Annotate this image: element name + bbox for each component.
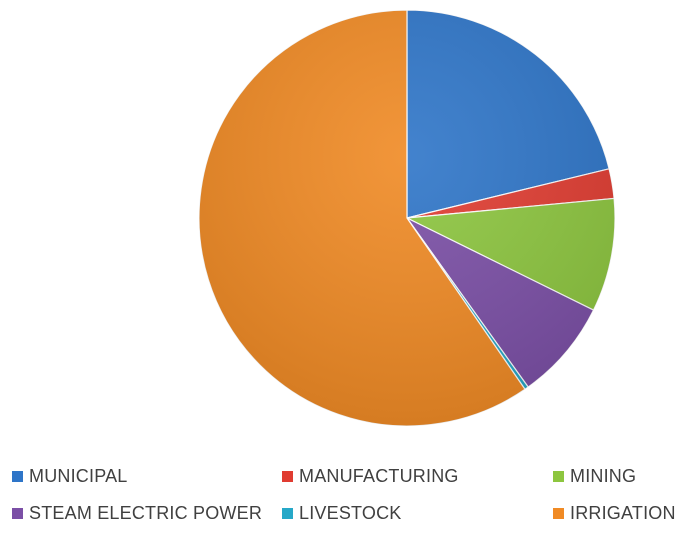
legend-label-mining: MINING xyxy=(570,465,637,486)
legend-swatch-manufacturing xyxy=(282,470,293,482)
pie-chart xyxy=(198,9,616,427)
legend-label-municipal: MUNICIPAL xyxy=(29,465,128,486)
legend-label-livestock: LIVESTOCK xyxy=(299,502,402,523)
legend-item-steam-electric-power: STEAM ELECTRIC POWER xyxy=(12,499,262,527)
legend-swatch-steam-electric-power xyxy=(12,507,23,519)
legend-item-livestock: LIVESTOCK xyxy=(282,499,402,527)
legend-label-steam-electric-power: STEAM ELECTRIC POWER xyxy=(29,502,263,523)
legend-item-manufacturing: MANUFACTURING xyxy=(282,462,459,490)
legend-item-irrigation: IRRIGATION xyxy=(553,499,676,527)
legend-item-mining: MINING xyxy=(553,462,636,490)
legend: MUNICIPAL MANUFACTURING MINING STEAM ELE… xyxy=(0,452,689,533)
legend-label-manufacturing: MANUFACTURING xyxy=(299,465,459,486)
legend-swatch-livestock xyxy=(282,507,293,519)
legend-item-municipal: MUNICIPAL xyxy=(12,462,127,490)
legend-label-irrigation: IRRIGATION xyxy=(570,502,676,523)
legend-swatch-irrigation xyxy=(553,507,564,519)
legend-swatch-municipal xyxy=(12,470,23,482)
legend-swatch-mining xyxy=(553,470,564,482)
